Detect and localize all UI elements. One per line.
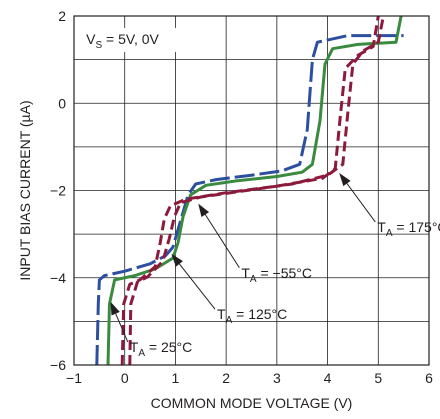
series-label-text: TA = 175°C [377,219,440,239]
series-line-2 [106,15,403,366]
x-tick-label: 0 [121,370,129,386]
series-line-4 [128,15,385,366]
series-label-3: TA = 125°C [171,253,287,326]
x-tick-label: 1 [172,370,180,386]
supply-voltage-prefix: V [86,31,96,47]
series-label-1: TA = −55°C [198,203,312,285]
label-leader-line [204,214,240,269]
label-leader-line [179,263,216,310]
plot-area [73,15,430,366]
supply-voltage-subscript: S [96,40,103,51]
x-axis-label: COMMON MODE VOLTAGE (V) [151,395,353,411]
y-tick-label: −2 [50,183,66,199]
label-arrowhead [171,253,183,267]
series-label-4: TA = 175°C [339,173,440,239]
series-label-text: TA = 125°C [217,306,287,326]
label-leader-line [346,183,376,223]
label-arrowhead [339,173,351,187]
series-label-2: TA = 25°C [110,301,192,359]
label-arrowhead [198,203,210,217]
series-layer [95,15,404,366]
x-tick-label: 6 [425,370,433,386]
supply-voltage-annotation: VS = 5V, 0V [82,27,201,52]
x-tick-label: 3 [273,370,281,386]
tick-labels: −1 0 1 2 3 4 5 6 2 0 −2 −4 −6 [50,8,433,386]
series-line-1 [95,34,404,366]
x-tick-label: 5 [374,370,382,386]
supply-voltage-value: = 5V, 0V [102,31,159,47]
svg-text:VS = 5V, 0V: VS = 5V, 0V [86,31,159,51]
label-arrowhead [110,301,120,316]
y-axis-label: INPUT BIAS CURRENT (µA) [17,100,33,280]
y-tick-label: −4 [50,270,66,286]
x-tick-label: 2 [222,370,230,386]
series-labels: TA = −55°C TA = 25°C TA = 125°C TA = 175°C [110,173,440,359]
x-tick-label: 4 [324,370,332,386]
y-tick-label: −6 [50,357,66,373]
y-tick-label: 2 [58,8,66,24]
x-tick-label: −1 [66,370,82,386]
label-leader-line [115,313,129,343]
series-label-text: TA = 25°C [130,339,192,359]
series-label-text: TA = −55°C [241,265,312,285]
y-tick-label: 0 [58,95,66,111]
